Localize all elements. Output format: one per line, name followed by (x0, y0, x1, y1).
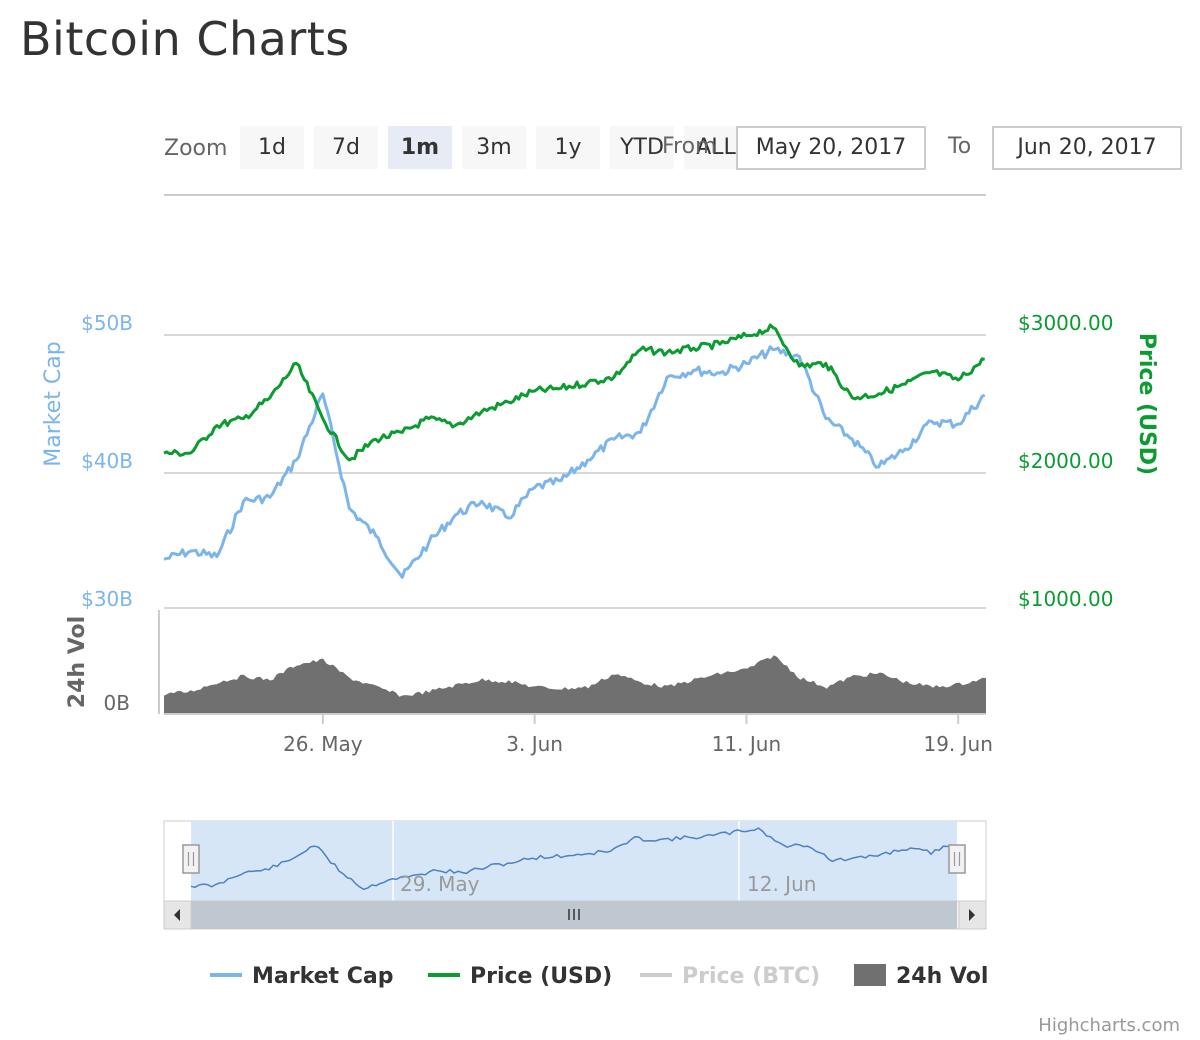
legend-label: Market Cap (252, 964, 393, 989)
zoom-button-1y[interactable]: 1y (536, 126, 600, 169)
left-axis-tick-label: $50B (81, 311, 133, 335)
price-usd-line (163, 323, 985, 462)
zoom-buttons: 1d 7d 1m 3m 1y YTD ALL (240, 126, 748, 169)
navigator-selection[interactable] (191, 821, 957, 901)
scroll-right-button[interactable] (958, 900, 987, 930)
x-tick-label: 3. Jun (506, 732, 563, 756)
market-cap-line (163, 345, 986, 579)
legend-label: Price (USD) (470, 964, 612, 989)
legend-label: Price (BTC) (682, 964, 820, 989)
zoom-button-label: ALL (696, 135, 736, 160)
from-date-input[interactable]: May 20, 2017 (736, 126, 926, 170)
right-axis-tick-label: $3000.00 (1018, 311, 1113, 335)
volume-tick-label: 0B (104, 691, 130, 715)
legend: Market Cap Price (USD) Price (BTC) 24h Vol (210, 964, 988, 989)
legend-item-24h-vol[interactable]: 24h Vol (854, 964, 988, 989)
to-date-input[interactable]: Jun 20, 2017 (992, 126, 1182, 170)
zoom-button-7d[interactable]: 7d (314, 126, 378, 169)
zoom-button-label: 1y (554, 135, 581, 160)
from-label: From (662, 134, 717, 159)
zoom-button-label: 1m (401, 135, 439, 160)
right-axis-title: Price (USD) (1134, 333, 1159, 475)
zoom-button-label: YTD (619, 135, 664, 160)
left-axis-tick-label: $30B (81, 587, 133, 611)
to-label: To (947, 134, 971, 159)
navigator-right-handle[interactable] (948, 844, 966, 874)
volume-axis-title: 24h Vol (65, 616, 90, 708)
legend-symbol (854, 964, 886, 986)
left-axis-title: Market Cap (41, 341, 66, 466)
x-tick-label: 19. Jun (923, 732, 992, 756)
zoom-button-1m[interactable]: 1m (388, 126, 452, 169)
scrollbar-grip-icon (568, 909, 580, 920)
zoom-button-label: 3m (476, 135, 511, 160)
zoom-button-ytd[interactable]: YTD (610, 126, 674, 169)
navigator-left-handle[interactable] (182, 844, 200, 874)
right-axis-tick-label: $1000.00 (1018, 587, 1113, 611)
legend-item-market-cap[interactable]: Market Cap (210, 964, 393, 989)
right-axis-tick-label: $2000.00 (1018, 449, 1113, 473)
zoom-button-label: 7d (332, 135, 360, 160)
legend-label: 24h Vol (896, 964, 988, 989)
legend-item-price-btc[interactable]: Price (BTC) (640, 964, 820, 989)
x-tick-label: 11. Jun (712, 732, 781, 756)
navigator-tick-label: 29. May (400, 872, 480, 896)
left-axis-tick-label: $40B (81, 449, 133, 473)
legend-item-price-usd[interactable]: Price (USD) (428, 964, 612, 989)
credits-link[interactable]: Highcharts.com (1038, 1015, 1180, 1036)
from-date-value: May 20, 2017 (756, 135, 906, 160)
x-tick-label: 26. May (283, 732, 363, 756)
zoom-button-label: 1d (258, 135, 286, 160)
navigator-series (190, 827, 952, 891)
left-axis-ticks: $30B $40B $50B (81, 311, 133, 611)
navigator[interactable]: 29. May 12. Jun (163, 820, 987, 902)
zoom-button-1d[interactable]: 1d (240, 126, 304, 169)
zoom-label: Zoom (164, 136, 227, 161)
scrollbar[interactable] (163, 900, 987, 930)
scroll-left-button[interactable] (163, 900, 192, 930)
right-axis-ticks: $1000.00 $2000.00 $3000.00 (1018, 311, 1113, 611)
volume-area (164, 655, 986, 714)
zoom-button-3m[interactable]: 3m (462, 126, 526, 169)
arrow-left-icon (174, 909, 180, 921)
x-axis-ticks: 26. May 3. Jun 11. Jun 19. Jun (283, 714, 993, 756)
arrow-right-icon (969, 909, 975, 921)
navigator-tick-label: 12. Jun (747, 872, 816, 896)
range-selector: Zoom 1d 7d 1m 3m 1y YTD ALL From May 20, 2017 … (164, 126, 1182, 170)
page-title: Bitcoin Charts (20, 12, 350, 66)
to-date-value: Jun 20, 2017 (1015, 135, 1156, 160)
